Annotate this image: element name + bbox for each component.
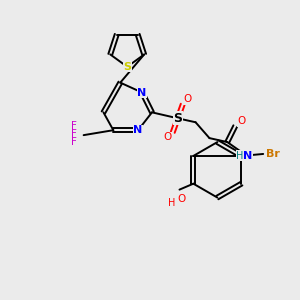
- Text: F: F: [71, 129, 77, 139]
- Text: N: N: [137, 88, 147, 98]
- Text: S: S: [123, 62, 131, 72]
- Text: O: O: [184, 94, 192, 104]
- Text: F: F: [71, 137, 77, 147]
- Text: Br: Br: [266, 149, 280, 159]
- Text: H: H: [236, 151, 244, 161]
- Text: O: O: [237, 116, 245, 126]
- Text: O: O: [177, 194, 186, 203]
- Text: N: N: [244, 151, 253, 161]
- Text: F: F: [71, 121, 77, 131]
- Text: N: N: [134, 125, 143, 135]
- Text: O: O: [164, 132, 172, 142]
- Text: H: H: [168, 199, 175, 208]
- Text: S: S: [173, 112, 182, 125]
